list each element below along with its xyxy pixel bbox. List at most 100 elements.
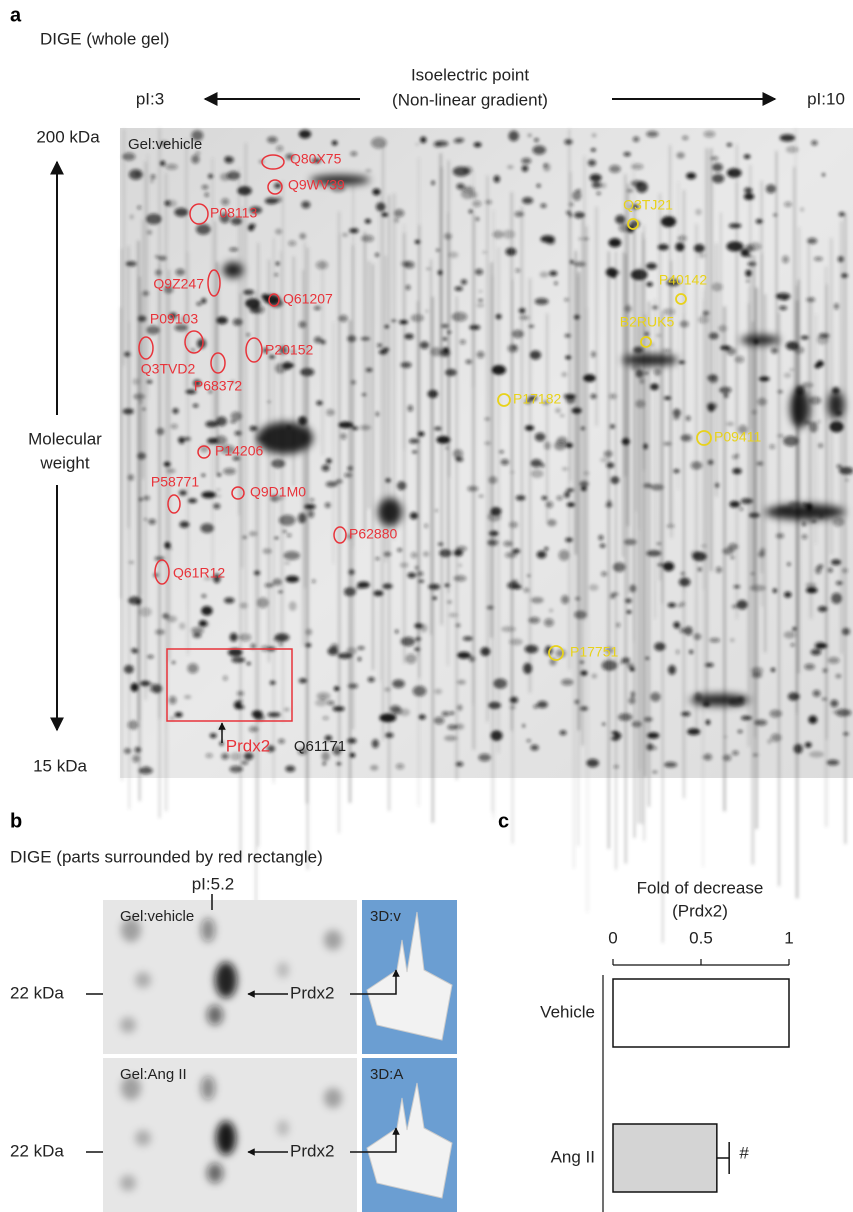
category-label: Vehicle	[540, 1002, 595, 1021]
gel-streak	[752, 255, 756, 591]
gel-streak	[825, 266, 828, 827]
gel-spot	[646, 732, 660, 739]
gel-spot	[322, 716, 329, 720]
gel-spot	[216, 488, 221, 491]
gel-streak	[472, 214, 476, 750]
gel-spot	[384, 324, 390, 329]
gel-streak	[695, 224, 698, 731]
gel-spot	[338, 421, 354, 429]
gel-spot	[561, 372, 568, 377]
gel-spot	[612, 562, 626, 573]
gel-spot	[279, 346, 288, 355]
gel-label: 3D:v	[370, 908, 401, 925]
gel-spot	[719, 345, 731, 351]
gel-spot	[431, 180, 435, 185]
gel-streak	[123, 129, 125, 366]
gel-spot	[591, 673, 598, 679]
gel-spot	[490, 730, 503, 741]
gel-spot	[789, 368, 795, 371]
gel-spot	[249, 425, 258, 432]
gel-spot	[743, 154, 751, 159]
gel-spot	[815, 643, 828, 649]
gel-spot	[192, 379, 202, 387]
gel-spot	[418, 579, 425, 583]
gel-spot	[603, 450, 613, 458]
gel-spot	[646, 743, 654, 751]
gel-spot	[142, 290, 149, 297]
gel-spot	[437, 270, 443, 276]
gel-spot	[155, 629, 166, 635]
gel-spot	[298, 129, 312, 139]
gel-spot	[804, 663, 815, 670]
gel-spot	[646, 282, 653, 287]
gel-spot	[836, 464, 843, 469]
gel-spot	[275, 228, 283, 235]
gel-spot	[132, 378, 141, 386]
gel-spot	[730, 556, 735, 559]
gel-spot	[148, 518, 157, 525]
gel-spot	[170, 423, 178, 429]
gel-spot	[436, 248, 440, 252]
gel-spot	[395, 763, 405, 770]
gel-spot	[591, 133, 597, 138]
gel-spot	[477, 298, 484, 302]
gel-spot	[732, 467, 742, 475]
gel-spot	[361, 234, 374, 243]
gel-spot	[675, 649, 680, 655]
spot-label: P14206	[215, 443, 263, 459]
gel-spot	[564, 333, 572, 338]
gel-spot	[441, 711, 450, 717]
gel-streak	[239, 292, 242, 860]
gel-spot	[527, 134, 532, 137]
gel-spot	[215, 962, 237, 998]
gel-spot	[536, 183, 541, 188]
gel-spot	[751, 672, 763, 679]
gel-spot	[707, 459, 714, 465]
gel-spot	[745, 269, 752, 277]
gel-spot	[407, 572, 417, 579]
gel-spot	[155, 269, 162, 276]
gel-spot	[178, 490, 187, 496]
gel-spot	[436, 435, 451, 444]
gel-spot	[672, 416, 680, 421]
gel-spot	[832, 710, 837, 714]
spot-marker	[267, 179, 283, 195]
gel-spot	[221, 753, 229, 760]
gel-spot	[274, 362, 287, 374]
gel-spot	[349, 228, 359, 234]
gel-spot	[725, 421, 735, 426]
gel-spot	[267, 136, 278, 144]
gel-spot	[806, 297, 816, 303]
gel-spot	[544, 547, 549, 551]
gel-spot	[456, 183, 465, 190]
gel-spot	[142, 407, 146, 411]
gel-spot	[729, 500, 741, 508]
gel-spot	[321, 695, 325, 700]
gel-spot	[839, 466, 853, 475]
gel-spot	[712, 163, 723, 172]
gel-spot	[559, 730, 567, 736]
gel-spot	[706, 374, 717, 381]
gel-spot	[467, 485, 479, 492]
gel-spot	[333, 686, 340, 692]
gel-streak	[747, 303, 751, 747]
gel-spot	[478, 494, 484, 498]
gel-spot	[445, 446, 449, 450]
gel-spot	[782, 255, 789, 264]
gel-spot	[545, 501, 554, 509]
gel-spot	[129, 214, 134, 220]
gel-spot	[180, 316, 186, 322]
gel-spot	[313, 336, 323, 344]
gel-spot	[650, 692, 661, 702]
gel-spot	[253, 570, 261, 576]
gel-spot	[816, 360, 824, 367]
gel-spot	[191, 627, 205, 634]
gel-spot	[146, 325, 160, 335]
gel-spot	[509, 696, 519, 704]
gel-spot	[621, 657, 631, 664]
gel-spot	[509, 705, 516, 710]
gel-spot	[590, 351, 597, 358]
gel-spot	[679, 320, 689, 328]
gel-spot	[382, 583, 393, 590]
gel-spot	[579, 480, 589, 488]
